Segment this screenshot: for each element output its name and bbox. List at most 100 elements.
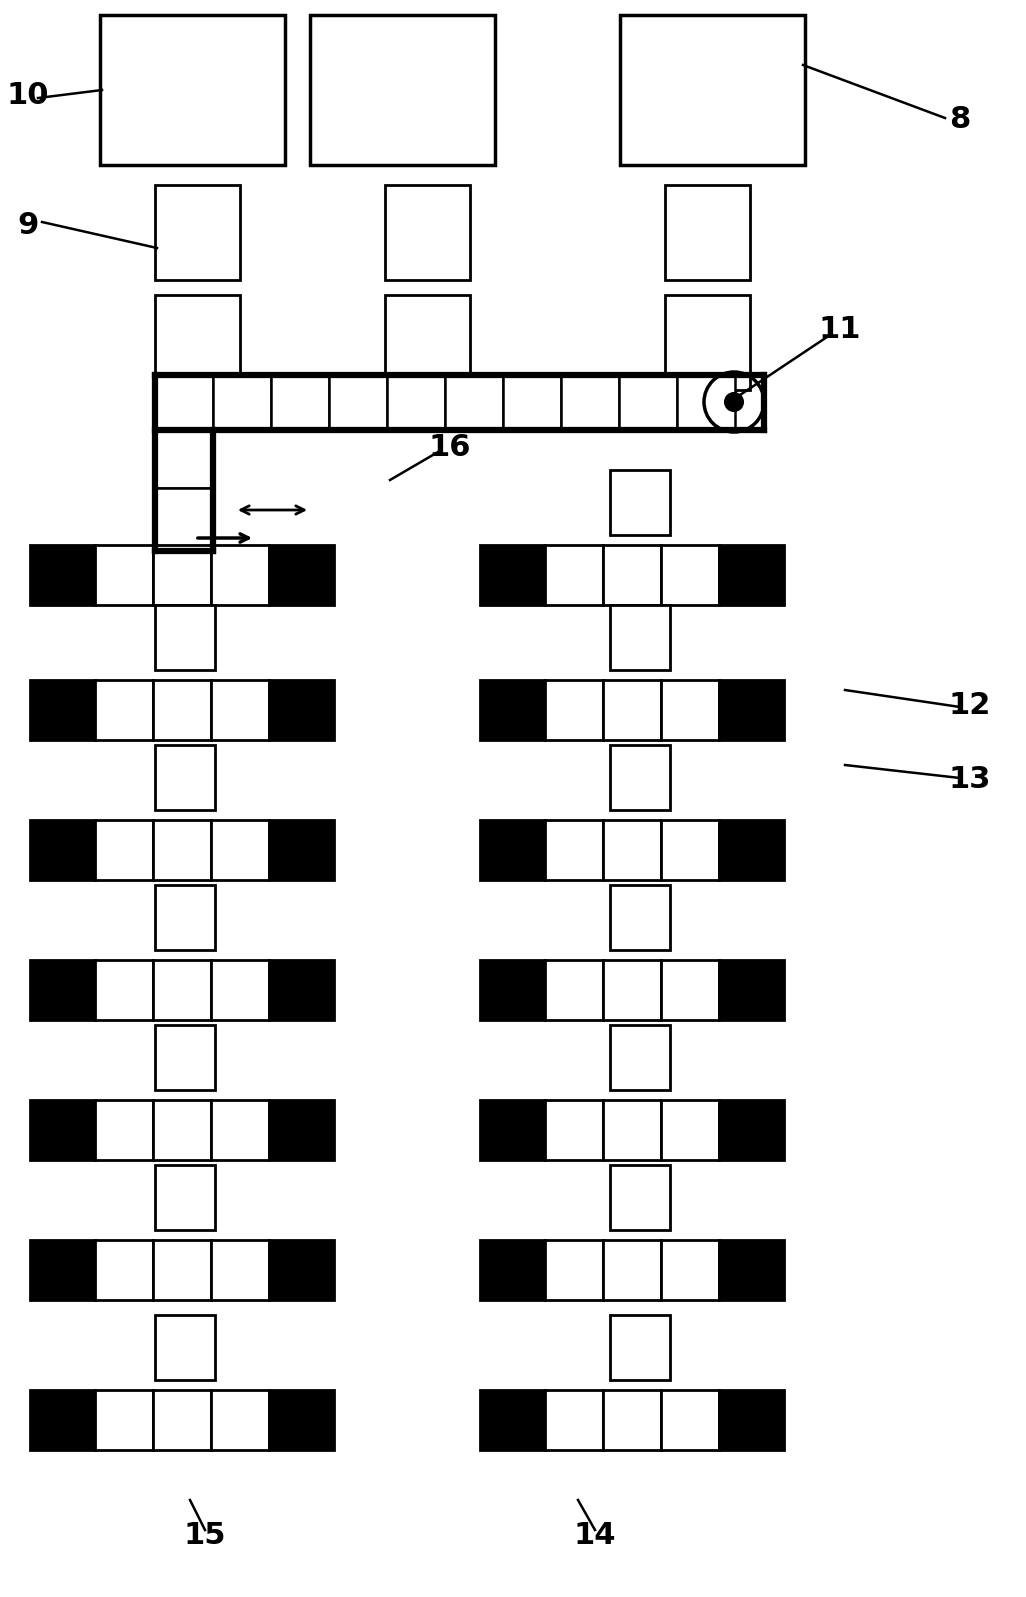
Bar xyxy=(155,605,215,671)
Bar xyxy=(155,1025,215,1091)
Bar xyxy=(385,295,470,390)
Bar xyxy=(719,1100,784,1159)
Bar xyxy=(153,1389,211,1450)
Bar xyxy=(719,1389,784,1450)
Bar xyxy=(620,14,805,164)
Bar xyxy=(545,545,603,605)
Bar xyxy=(545,1100,603,1159)
Bar xyxy=(95,960,153,1020)
Bar xyxy=(100,14,285,164)
Bar xyxy=(385,185,470,279)
Bar xyxy=(665,295,750,390)
Bar xyxy=(30,1239,95,1300)
Bar xyxy=(30,960,95,1020)
Bar xyxy=(153,819,211,880)
Text: 14: 14 xyxy=(574,1520,617,1549)
Bar xyxy=(719,960,784,1020)
Bar xyxy=(480,1239,545,1300)
Bar xyxy=(661,545,719,605)
Bar xyxy=(155,885,215,950)
Bar xyxy=(95,1239,153,1300)
Bar xyxy=(561,375,619,430)
Bar xyxy=(155,430,213,489)
Bar xyxy=(619,375,677,430)
Text: 9: 9 xyxy=(17,211,39,240)
Bar xyxy=(661,1389,719,1450)
Bar xyxy=(95,1389,153,1450)
Bar xyxy=(153,680,211,739)
Bar xyxy=(211,1100,269,1159)
Bar xyxy=(211,1389,269,1450)
Bar xyxy=(480,545,545,605)
Bar xyxy=(211,819,269,880)
Bar xyxy=(30,545,95,605)
Bar xyxy=(155,1314,215,1380)
Bar xyxy=(269,960,334,1020)
Bar xyxy=(155,489,213,546)
Bar xyxy=(211,680,269,739)
Bar xyxy=(610,1164,670,1230)
Bar xyxy=(480,1100,545,1159)
Bar xyxy=(603,819,661,880)
Bar xyxy=(503,375,561,430)
Bar xyxy=(95,1100,153,1159)
Bar xyxy=(30,680,95,739)
Bar xyxy=(269,545,334,605)
Bar xyxy=(269,1389,334,1450)
Bar xyxy=(610,885,670,950)
Bar xyxy=(719,680,784,739)
Bar xyxy=(603,1239,661,1300)
Bar xyxy=(610,470,670,535)
Bar xyxy=(480,680,545,739)
Text: 11: 11 xyxy=(819,316,861,345)
Bar xyxy=(211,545,269,605)
Bar xyxy=(310,14,495,164)
Bar xyxy=(603,545,661,605)
Bar xyxy=(603,960,661,1020)
Bar xyxy=(610,1025,670,1091)
Bar xyxy=(661,1239,719,1300)
Bar xyxy=(153,545,211,605)
Bar xyxy=(545,1239,603,1300)
Bar xyxy=(677,375,735,430)
Bar xyxy=(545,680,603,739)
Bar xyxy=(211,1239,269,1300)
Bar xyxy=(95,680,153,739)
Bar xyxy=(661,1100,719,1159)
Bar xyxy=(480,819,545,880)
Bar xyxy=(480,1389,545,1450)
Text: 13: 13 xyxy=(949,765,991,794)
Text: 15: 15 xyxy=(184,1520,227,1549)
Bar xyxy=(610,1314,670,1380)
Bar xyxy=(155,185,240,279)
Bar xyxy=(30,819,95,880)
Bar xyxy=(211,960,269,1020)
Bar xyxy=(30,1389,95,1450)
Text: 12: 12 xyxy=(949,690,991,720)
Bar xyxy=(661,819,719,880)
Bar xyxy=(269,680,334,739)
Bar xyxy=(603,680,661,739)
Bar xyxy=(269,1100,334,1159)
Circle shape xyxy=(725,393,743,410)
Bar xyxy=(445,375,503,430)
Bar xyxy=(155,744,215,810)
Bar xyxy=(603,1389,661,1450)
Bar xyxy=(545,960,603,1020)
Bar xyxy=(155,375,213,430)
Bar xyxy=(719,545,784,605)
Bar xyxy=(603,1100,661,1159)
Bar xyxy=(545,1389,603,1450)
Bar xyxy=(153,1100,211,1159)
Bar xyxy=(480,960,545,1020)
Bar xyxy=(271,375,329,430)
Bar xyxy=(661,680,719,739)
Bar xyxy=(153,1239,211,1300)
Bar xyxy=(213,375,271,430)
Bar xyxy=(155,295,240,390)
Bar xyxy=(661,960,719,1020)
Bar xyxy=(30,1100,95,1159)
Bar xyxy=(610,605,670,671)
Bar xyxy=(719,1239,784,1300)
Bar xyxy=(665,185,750,279)
